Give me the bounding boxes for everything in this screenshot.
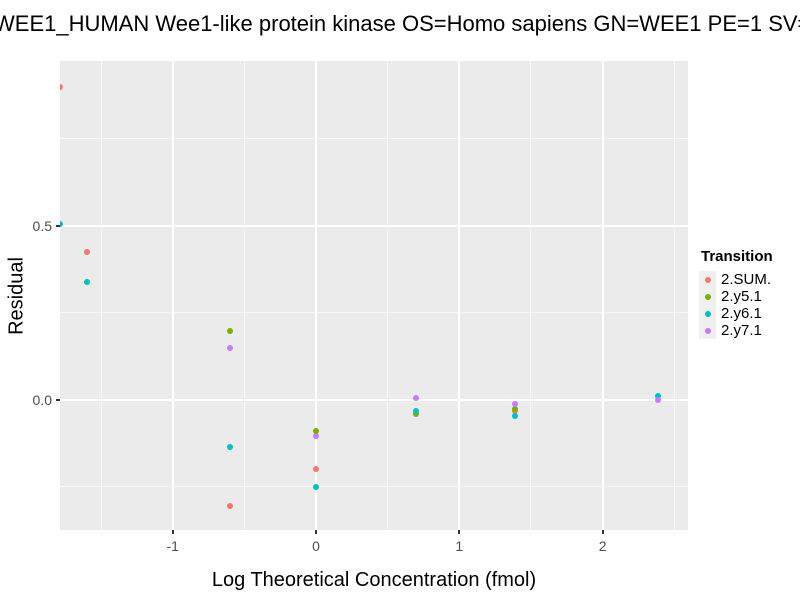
data-point [227, 345, 234, 352]
gridline-x-minor [243, 61, 245, 530]
data-point [227, 443, 234, 450]
legend-entry-label: 2.y5.1 [721, 288, 762, 305]
legend-key [699, 271, 716, 288]
legend-entry: 2.y6.1 [699, 305, 773, 322]
gridline-y-minor [60, 138, 688, 140]
gridline-y-minor [60, 312, 688, 314]
legend-entry-label: 2.SUM. [721, 271, 772, 288]
y-tick-mark [56, 398, 60, 401]
data-point [313, 466, 320, 473]
legend-dot-icon [704, 310, 711, 317]
data-point [313, 427, 320, 434]
legend-key [699, 322, 716, 339]
legend-entry-label: 2.y6.1 [721, 305, 762, 322]
legend-entry: 2.y7.1 [699, 322, 773, 339]
plot-panel [60, 61, 688, 530]
gridline-x-major [458, 61, 461, 530]
y-tick-mark [56, 224, 60, 227]
gridline-y-minor [60, 486, 688, 488]
legend-key [699, 305, 716, 322]
legend-entry-label: 2.y7.1 [721, 322, 762, 339]
x-tick-mark [601, 530, 604, 534]
data-point [60, 221, 64, 228]
data-point [313, 483, 320, 490]
legend: Transition 2.SUM. 2.y5.1 2.y6.1 2.y7.1 [699, 248, 773, 339]
gridline-x-major [315, 61, 318, 530]
x-tick-label: -1 [166, 538, 179, 554]
gridline-y-major [60, 224, 688, 227]
x-tick-label: 0 [312, 538, 320, 554]
legend-entry: 2.SUM. [699, 271, 773, 288]
x-tick-mark [458, 530, 461, 534]
x-tick-label: 1 [455, 538, 464, 554]
y-tick-label: 0.5 [32, 217, 52, 234]
gridline-x-major [601, 61, 604, 530]
data-point [227, 327, 234, 334]
gridline-x-minor [673, 61, 675, 530]
x-tick-mark [171, 530, 174, 534]
gridline-x-minor [530, 61, 532, 530]
y-tick-label: 0.0 [32, 391, 52, 408]
data-point [512, 405, 519, 412]
legend-entries: 2.SUM. 2.y5.1 2.y6.1 2.y7.1 [699, 271, 773, 339]
y-axis-title: Residual [5, 257, 28, 335]
legend-title: Transition [701, 248, 773, 265]
data-point [227, 502, 234, 509]
legend-entry: 2.y5.1 [699, 288, 773, 305]
legend-dot-icon [704, 293, 711, 300]
gridline-x-minor [387, 61, 389, 530]
x-tick-label: 2 [598, 538, 607, 554]
x-tick-mark [315, 530, 318, 534]
x-axis-title: Log Theoretical Concentration (fmol) [211, 569, 537, 591]
data-point [413, 395, 420, 402]
data-point [655, 396, 662, 403]
data-point [413, 407, 420, 414]
gridline-x-minor [100, 61, 102, 530]
legend-key [699, 288, 716, 305]
gridline-x-major [171, 61, 174, 530]
gridline-y-major [60, 398, 688, 401]
data-point [512, 413, 519, 420]
data-point [512, 400, 519, 407]
data-point [313, 432, 320, 439]
data-point [83, 249, 90, 255]
data-point [83, 278, 90, 285]
data-point [655, 392, 662, 399]
legend-dot-icon [704, 327, 711, 334]
plot-title: WEE1_HUMAN Wee1-like protein kinase OS=H… [0, 11, 800, 36]
data-point [60, 83, 63, 90]
legend-dot-icon [704, 276, 711, 283]
data-point [413, 410, 420, 417]
